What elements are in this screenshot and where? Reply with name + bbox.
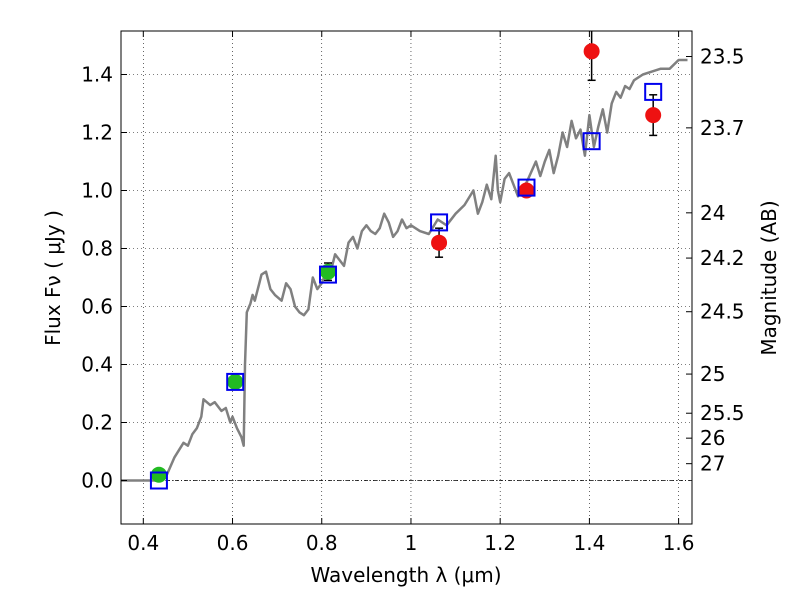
- y-tick-label: 1.0: [81, 179, 113, 203]
- synthetic-square: [149, 471, 168, 490]
- x-tick-label: 0.6: [217, 531, 249, 555]
- y-tick-label: 1.2: [81, 121, 113, 145]
- y-tick-label: 0.0: [81, 469, 113, 493]
- model-spectrum-group: [121, 58, 688, 482]
- data-point: [583, 43, 600, 60]
- data-point: [645, 107, 662, 124]
- error-bars: [154, 31, 658, 482]
- plot-frame: [120, 30, 693, 525]
- magnitude-tick-label: 27: [700, 452, 725, 476]
- y-tick-label: 0.8: [81, 237, 113, 261]
- magnitude-tick-label: 24: [700, 201, 725, 225]
- y-tick-label: 0.4: [81, 353, 113, 377]
- magnitude-tick-label: 23.5: [700, 45, 745, 69]
- magnitude-tick-label: 23.7: [700, 116, 745, 140]
- y-tick-label: 0.6: [81, 295, 113, 319]
- magnitude-tick-label: 25: [700, 362, 725, 386]
- synthetic-square: [318, 265, 337, 284]
- x-tick-label: 1.4: [573, 531, 605, 555]
- x-tick-label: 0.4: [127, 531, 159, 555]
- magnitude-tick-label: 26: [700, 426, 725, 450]
- magnitude-tick-label: 24.5: [700, 300, 745, 324]
- magnitude-tick-label: 25.5: [700, 401, 745, 425]
- y-tick-label: 0.2: [81, 411, 113, 435]
- data-point: [431, 234, 448, 251]
- x-tick-label: 1.6: [663, 531, 695, 555]
- y-tick-label: 1.4: [81, 63, 113, 87]
- synthetic-square: [582, 132, 601, 151]
- synthetic-points: [149, 82, 663, 490]
- synthetic-square: [517, 178, 536, 197]
- synthetic-square: [430, 213, 449, 232]
- x-tick-label: 1.2: [484, 531, 516, 555]
- axis-ticks: 0.4 0.6 0.8 1 1.2 1.4 1.6 0.0 0.2 0.4 0.6 0.8 1.0 1.2…: [81, 31, 745, 555]
- data-point: [150, 466, 167, 483]
- synthetic-square: [644, 82, 663, 101]
- y-axis-label: Flux Fν ( μJy ): [41, 210, 65, 346]
- y2-axis-label: Magnitude (AB): [757, 200, 781, 355]
- data-point: [227, 373, 244, 390]
- synthetic-square: [226, 372, 245, 391]
- x-axis-label: Wavelength λ (μm): [310, 563, 501, 587]
- x-tick-label: 0.8: [306, 531, 338, 555]
- model-spectrum-line: [121, 58, 688, 482]
- x-tick-label: 1: [405, 531, 418, 555]
- magnitude-tick-label: 24.2: [700, 246, 745, 270]
- grid-lines: [121, 31, 692, 524]
